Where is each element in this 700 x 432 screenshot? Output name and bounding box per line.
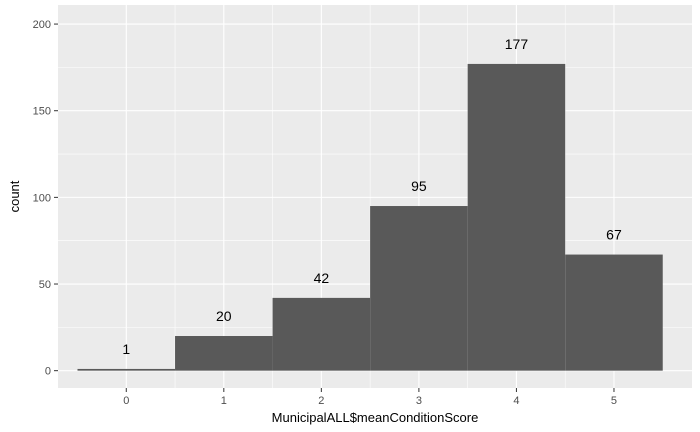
y-tick-label: 200: [33, 19, 51, 31]
y-tick-label: 0: [45, 366, 51, 378]
x-tick-label: 0: [123, 395, 129, 407]
y-axis-title: count: [7, 180, 22, 212]
bar-0: [77, 368, 176, 371]
y-tick-label: 100: [33, 192, 51, 204]
data-label-2: 42: [314, 270, 330, 286]
bar-2: [272, 297, 371, 371]
bar-5: [565, 254, 663, 371]
bar-4: [467, 63, 566, 371]
x-tick-label: 3: [416, 395, 422, 407]
bars: [77, 63, 663, 371]
bar-1: [175, 336, 273, 371]
x-tick-label: 5: [611, 395, 617, 407]
y-axis: 0 50 100 150 200: [33, 19, 58, 378]
y-tick-label: 50: [39, 279, 51, 291]
data-label-5: 67: [606, 227, 622, 243]
x-tick-label: 4: [513, 395, 519, 407]
x-tick-label: 2: [318, 395, 324, 407]
x-axis: 0 1 2 3 4 5: [123, 388, 617, 407]
data-label-3: 95: [411, 178, 427, 194]
x-tick-label: 1: [221, 395, 227, 407]
data-label-4: 177: [505, 36, 529, 52]
x-axis-title: MunicipalALL$meanConditionScore: [272, 410, 479, 425]
data-label-0: 1: [122, 341, 130, 357]
data-labels: 1 20 42 95 177 67: [122, 36, 622, 357]
y-tick-label: 150: [33, 106, 51, 118]
bar-3: [370, 206, 468, 371]
data-label-1: 20: [216, 308, 232, 324]
